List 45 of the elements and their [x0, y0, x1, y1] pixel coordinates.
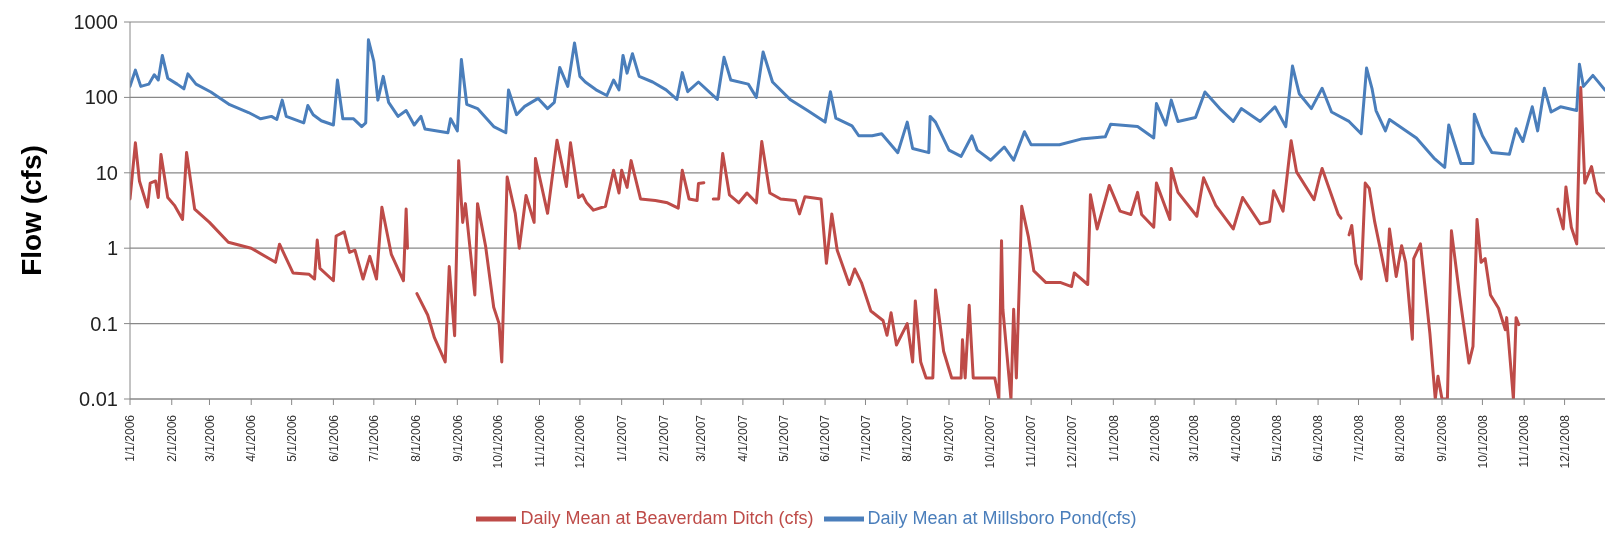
- x-tick-label: 1/1/2008: [1106, 414, 1121, 462]
- x-tick-label: 12/1/2008: [1557, 414, 1572, 469]
- y-tick-label: 0.01: [79, 388, 118, 410]
- x-tick-label: 2/1/2006: [164, 414, 179, 462]
- x-tick-label: 7/1/2008: [1351, 414, 1366, 462]
- x-tick-label: 6/1/2006: [326, 414, 341, 462]
- x-tick-label: 2/1/2008: [1148, 414, 1163, 462]
- x-tick-label: 7/1/2007: [858, 414, 873, 462]
- legend-label: Daily Mean at Beaverdam Ditch (cfs): [520, 507, 814, 528]
- legend-label: Daily Mean at Millsboro Pond(cfs): [867, 507, 1137, 528]
- x-tick-label: 12/1/2007: [1064, 414, 1079, 469]
- y-tick-label: 100: [84, 86, 118, 109]
- x-tick-label: 5/1/2008: [1269, 414, 1284, 462]
- x-tick-label: 8/1/2006: [408, 414, 423, 462]
- x-tick-label: 2/1/2007: [656, 414, 671, 462]
- y-axis-title: Flow (cfs): [15, 145, 47, 276]
- x-tick-label: 11/1/2007: [1024, 414, 1039, 468]
- x-tick-label: 3/1/2008: [1187, 414, 1202, 462]
- x-tick-label: 9/1/2008: [1435, 414, 1450, 462]
- y-tick-label: 1000: [73, 11, 118, 33]
- x-tick-label: 7/1/2006: [367, 414, 382, 462]
- x-tick-label: 9/1/2006: [450, 414, 465, 462]
- x-tick-label: 11/1/2008: [1517, 414, 1532, 468]
- x-tick-label: 9/1/2007: [942, 414, 957, 462]
- x-tick-label: 1/1/2007: [614, 414, 629, 462]
- x-tick-label: 4/1/2008: [1229, 414, 1244, 462]
- x-tick-label: 3/1/2006: [202, 414, 217, 462]
- x-tick-label: 3/1/2007: [694, 414, 709, 462]
- x-tick-label: 10/1/2007: [982, 414, 997, 469]
- x-tick-label: 1/1/2006: [123, 414, 138, 462]
- x-tick-label: 8/1/2007: [900, 414, 915, 462]
- x-tick-label: 5/1/2006: [284, 414, 299, 462]
- x-tick-label: 4/1/2006: [244, 414, 259, 462]
- x-tick-label: 6/1/2007: [818, 414, 833, 462]
- x-tick-label: 8/1/2008: [1393, 414, 1408, 462]
- x-tick-label: 6/1/2008: [1311, 414, 1326, 462]
- x-tick-label: 4/1/2007: [736, 414, 751, 462]
- x-tick-label: 10/1/2006: [490, 414, 505, 469]
- y-tick-label: 1: [106, 237, 118, 260]
- x-tick-label: 10/1/2008: [1475, 414, 1490, 469]
- x-tick-label: 12/1/2006: [573, 414, 588, 469]
- x-tick-label: 11/1/2006: [532, 414, 547, 468]
- x-tick-label: 5/1/2007: [776, 414, 791, 462]
- y-tick-label: 10: [95, 161, 118, 184]
- y-tick-label: 0.1: [90, 312, 118, 335]
